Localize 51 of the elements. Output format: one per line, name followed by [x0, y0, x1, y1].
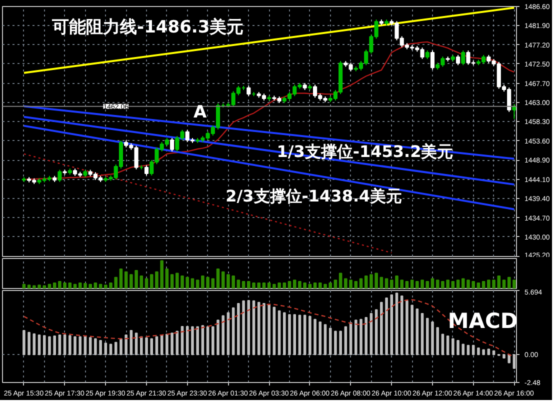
annotation: 2/3支撑位-1438.4美元 [226, 186, 402, 206]
candlestick [246, 85, 251, 97]
bar [410, 280, 414, 288]
bar [190, 278, 194, 288]
bar [507, 276, 511, 288]
bar [338, 272, 342, 288]
bar [98, 284, 102, 288]
bar [313, 282, 317, 288]
bar [94, 282, 98, 288]
bar [48, 284, 52, 288]
bar [22, 284, 26, 288]
bar [124, 271, 128, 288]
bar [119, 268, 123, 288]
bar [359, 278, 363, 288]
bar [436, 280, 440, 288]
bar [451, 281, 455, 288]
bar [27, 284, 31, 288]
bar [236, 280, 240, 288]
bar [196, 280, 200, 288]
bar [170, 274, 174, 288]
bar [144, 278, 148, 288]
bar [267, 282, 271, 288]
annotation: A [194, 102, 208, 122]
bar [262, 282, 266, 288]
candlestick [461, 50, 466, 66]
bar [140, 276, 144, 288]
bar [405, 281, 409, 288]
bar [430, 278, 434, 288]
bar [242, 281, 246, 288]
bar [308, 284, 312, 288]
bar [482, 281, 486, 288]
bar [211, 278, 215, 288]
bar [456, 280, 460, 288]
bar [512, 280, 516, 288]
bar [380, 276, 384, 288]
candlestick [430, 50, 435, 70]
candlestick [58, 169, 62, 182]
bar [384, 278, 388, 288]
bar [502, 280, 506, 288]
bar [73, 284, 77, 288]
bar [52, 282, 56, 288]
annotation: 可能阻力线-1486.3美元 [51, 18, 244, 38]
bar [165, 268, 169, 288]
bar [476, 282, 480, 288]
bar [288, 281, 292, 288]
candlestick [456, 54, 460, 66]
bar [334, 280, 338, 288]
candlestick [144, 164, 149, 176]
bar [68, 282, 72, 288]
candlestick [170, 138, 174, 152]
bar [216, 268, 220, 288]
